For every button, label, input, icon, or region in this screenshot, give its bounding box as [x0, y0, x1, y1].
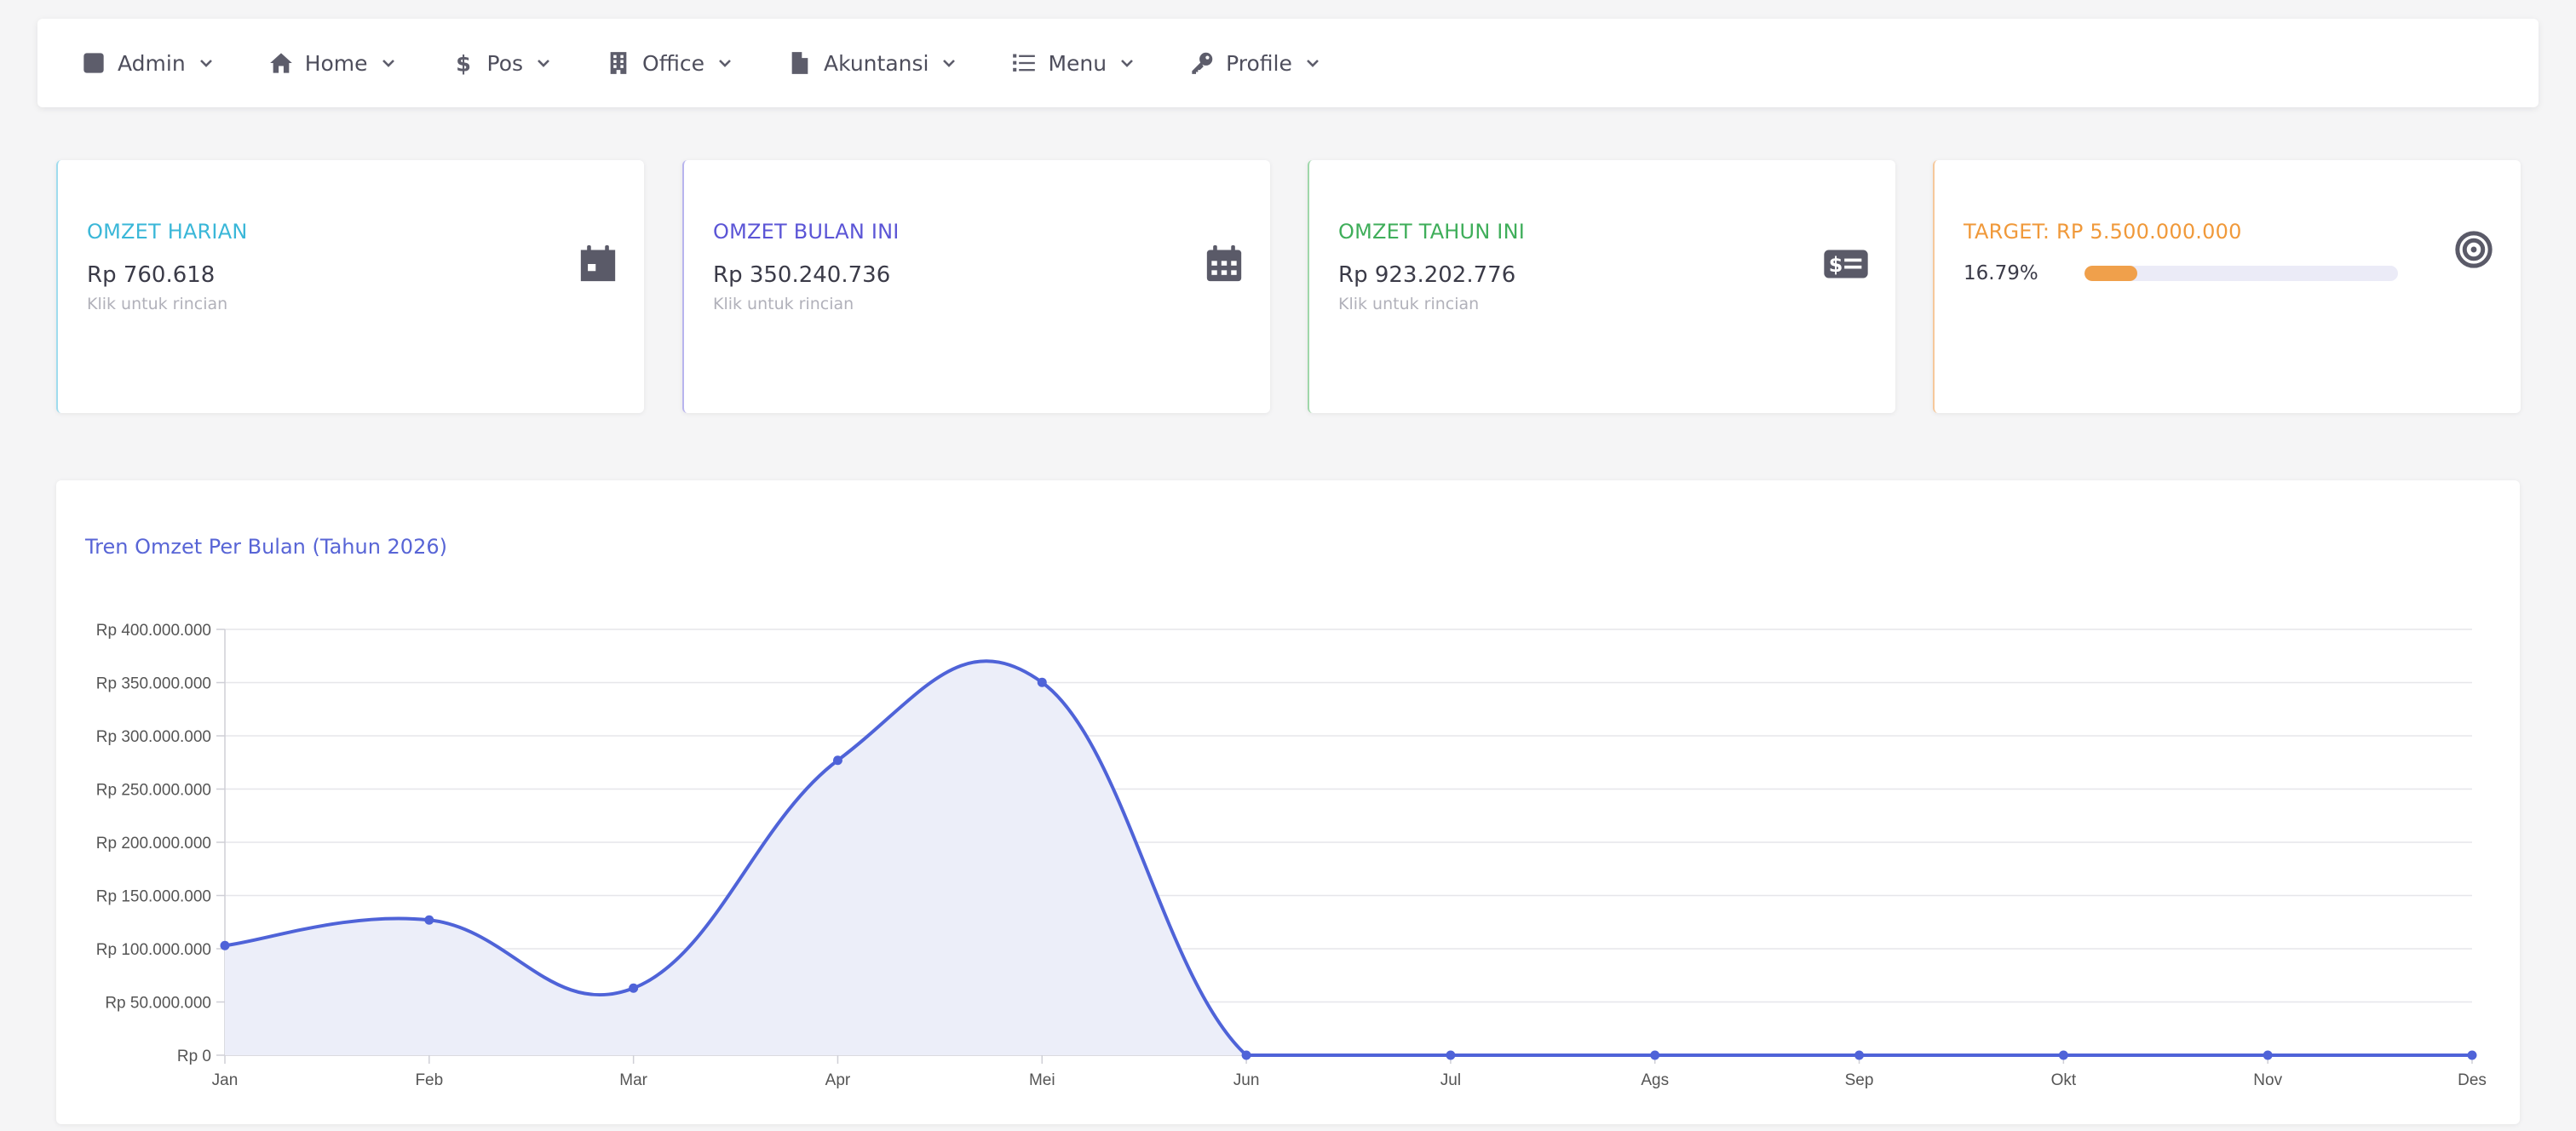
nav-item-profile[interactable]: Profile — [1190, 51, 1321, 76]
nav-item-label: Menu — [1048, 50, 1107, 76]
chevron-down-icon — [1306, 60, 1319, 67]
y-tick-label: Rp 250.000.000 — [96, 782, 211, 800]
card-title: OMZET TAHUN INI — [1338, 220, 1526, 244]
card-value: Rp 350.240.736 — [713, 262, 891, 288]
card-title: OMZET BULAN INI — [713, 220, 900, 244]
progress-percent: 16.79% — [1964, 262, 2038, 284]
omzet-trend-chart: Rp 0 Rp 50.000.000 Rp 100.000.000 Rp 150.00… — [96, 622, 2487, 1089]
data-point-des — [2467, 1050, 2477, 1060]
card-title: OMZET HARIAN — [87, 220, 248, 244]
card-hint: Klik untuk rincian — [87, 295, 228, 313]
chevron-down-icon — [719, 60, 731, 67]
chart-card: Tren Omzet Per Bulan (Tahun 2026) Rp 0 Rp… — [56, 480, 2520, 1124]
money-check-icon: $ — [1824, 250, 1868, 278]
card-target[interactable]: TARGET: RP 5.500.000.000 16.79% — [1933, 160, 2521, 413]
card-omzet-bulan-ini[interactable]: OMZET BULAN INI Rp 350.240.736 Klik untu… — [682, 160, 1270, 413]
series-area — [225, 661, 2472, 1055]
calendar-grid-icon — [1206, 245, 1242, 282]
y-tick-label: Rp 350.000.000 — [96, 675, 211, 693]
chart-title: Tren Omzet Per Bulan (Tahun 2026) — [85, 535, 447, 559]
calendar-day-icon — [580, 245, 616, 282]
chevron-down-icon — [199, 60, 212, 67]
nav-item-label: Akuntansi — [824, 50, 929, 76]
nav-item-pos[interactable]: $ Pos — [451, 51, 553, 76]
target-progress: 16.79% — [1964, 262, 2398, 284]
data-point-mar — [629, 983, 639, 993]
x-tick-label: Mei — [1029, 1071, 1055, 1089]
chevron-down-icon — [943, 60, 956, 67]
x-tick-label: Jun — [1233, 1071, 1260, 1089]
data-point-feb — [424, 915, 434, 925]
list-icon — [1013, 54, 1036, 72]
card-omzet-tahun-ini[interactable]: OMZET TAHUN INI Rp 923.202.776 Klik untu… — [1308, 160, 1895, 413]
data-point-sep — [1854, 1050, 1865, 1060]
data-point-ags — [1650, 1050, 1660, 1060]
y-tick-label: Rp 200.000.000 — [96, 835, 211, 853]
data-point-mei — [1037, 677, 1047, 687]
x-tick-label: Jan — [212, 1071, 239, 1089]
nav-item-akuntansi[interactable]: Akuntansi — [788, 51, 957, 76]
card-hint: Klik untuk rincian — [1338, 295, 1480, 313]
nav-item-office[interactable]: Office — [607, 51, 733, 76]
svg-text:$: $ — [1829, 253, 1843, 277]
nav-item-menu[interactable]: Menu — [1012, 51, 1136, 76]
nav-item-label: Admin — [118, 50, 186, 76]
nav-item-label: Profile — [1226, 50, 1292, 76]
progress-fill — [2084, 266, 2137, 281]
data-point-apr — [832, 755, 842, 766]
y-tick-label: Rp 100.000.000 — [96, 941, 211, 959]
key-icon — [1192, 52, 1213, 74]
data-point-jan — [220, 940, 230, 950]
square-icon — [83, 53, 104, 73]
card-value: Rp 760.618 — [87, 262, 216, 288]
x-tick-label: Ags — [1641, 1071, 1669, 1089]
card-title: TARGET: RP 5.500.000.000 — [1964, 220, 2242, 244]
home-icon — [269, 53, 292, 73]
top-navbar: Admin Home $ Pos Office Akuntansi Menu P… — [37, 19, 2539, 107]
nav-item-admin[interactable]: Admin — [82, 51, 215, 76]
x-tick-label: Jul — [1440, 1071, 1461, 1089]
data-point-jul — [1446, 1050, 1456, 1060]
nav-item-label: Office — [642, 50, 705, 76]
y-tick-label: Rp 0 — [177, 1048, 211, 1065]
chevron-down-icon — [538, 60, 549, 67]
y-tick-label: Rp 400.000.000 — [96, 622, 211, 640]
bullseye-icon — [2455, 231, 2493, 268]
svg-text:$: $ — [456, 51, 471, 75]
data-point-okt — [2058, 1050, 2068, 1060]
nav-item-label: Pos — [486, 50, 524, 76]
dollar-icon: $ — [456, 51, 471, 75]
y-tick-label: Rp 150.000.000 — [96, 888, 211, 906]
x-tick-label: Des — [2458, 1071, 2487, 1089]
card-hint: Klik untuk rincian — [713, 295, 854, 313]
progress-track — [2084, 266, 2398, 281]
data-point-nov — [2263, 1050, 2273, 1060]
x-tick-label: Nov — [2253, 1071, 2282, 1089]
y-tick-label: Rp 300.000.000 — [96, 728, 211, 746]
nav-item-home[interactable]: Home — [269, 51, 397, 76]
x-tick-label: Mar — [619, 1071, 647, 1089]
y-tick-label: Rp 50.000.000 — [105, 995, 211, 1013]
building-icon — [610, 52, 627, 74]
data-point-jun — [1241, 1050, 1251, 1060]
x-tick-label: Okt — [2051, 1071, 2077, 1089]
x-tick-label: Sep — [1845, 1071, 1874, 1089]
chevron-down-icon — [1121, 60, 1134, 67]
card-value: Rp 923.202.776 — [1338, 262, 1516, 288]
nav-item-label: Home — [304, 50, 368, 76]
card-omzet-harian[interactable]: OMZET HARIAN Rp 760.618 Klik untuk rinci… — [56, 160, 644, 413]
chevron-down-icon — [382, 60, 394, 67]
x-tick-label: Feb — [415, 1071, 443, 1089]
document-icon — [791, 52, 808, 74]
x-tick-label: Apr — [825, 1071, 851, 1089]
